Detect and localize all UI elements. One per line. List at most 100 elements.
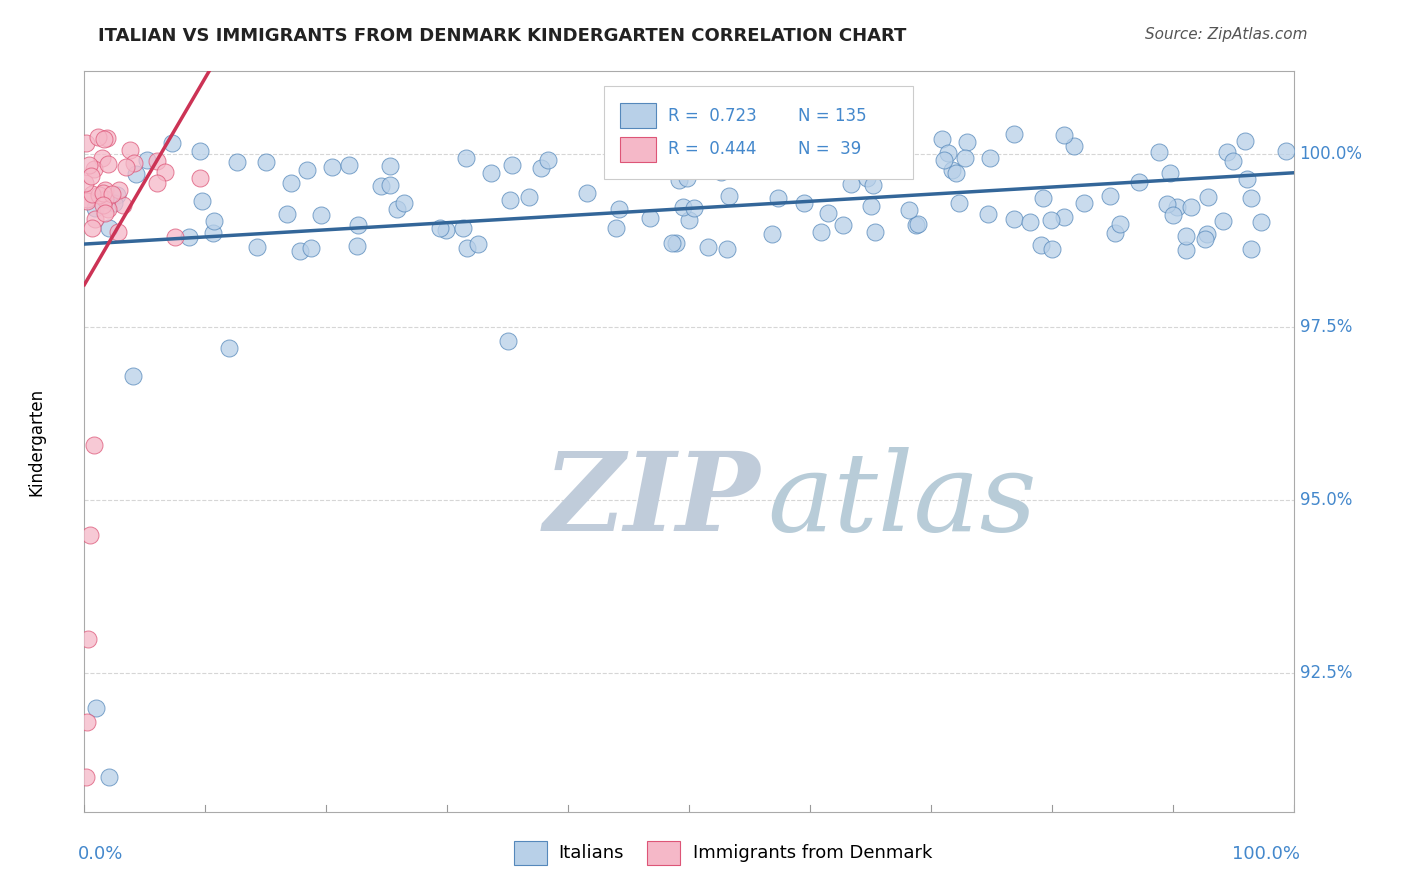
Point bbox=[246, 240, 269, 254]
Point bbox=[101, 187, 124, 202]
Point bbox=[1195, 227, 1218, 241]
Text: 0.0%: 0.0% bbox=[79, 845, 124, 863]
Point bbox=[668, 173, 690, 187]
Point bbox=[693, 148, 716, 162]
Point bbox=[76, 194, 98, 208]
Point bbox=[863, 225, 886, 239]
Point bbox=[1073, 195, 1095, 210]
Text: 100.0%: 100.0% bbox=[1232, 845, 1299, 863]
Point bbox=[1233, 134, 1256, 148]
Point bbox=[83, 438, 105, 452]
Point bbox=[810, 225, 832, 239]
Point bbox=[718, 189, 741, 203]
Point bbox=[146, 153, 169, 168]
Text: Kindergarten: Kindergarten bbox=[27, 387, 45, 496]
Point bbox=[1175, 243, 1198, 257]
Point bbox=[759, 150, 782, 164]
Point bbox=[977, 207, 1000, 221]
Point bbox=[451, 221, 474, 235]
Point bbox=[121, 368, 143, 383]
Point bbox=[94, 183, 117, 197]
Point bbox=[863, 137, 886, 152]
Point bbox=[716, 243, 738, 257]
Point bbox=[91, 186, 114, 201]
Point bbox=[605, 220, 627, 235]
Point bbox=[759, 158, 782, 172]
Point bbox=[839, 178, 862, 192]
Point bbox=[665, 236, 688, 251]
Point bbox=[160, 136, 183, 151]
Point bbox=[93, 198, 115, 212]
Point bbox=[96, 131, 118, 145]
Point bbox=[931, 132, 953, 146]
Point bbox=[378, 160, 401, 174]
Point bbox=[1194, 232, 1216, 246]
Point bbox=[501, 158, 523, 172]
Bar bbox=[513, 841, 547, 865]
Point bbox=[682, 201, 704, 215]
Point bbox=[697, 240, 720, 254]
Point bbox=[87, 130, 110, 145]
Point bbox=[868, 142, 890, 156]
Point bbox=[1099, 189, 1122, 203]
Point bbox=[309, 208, 332, 222]
Point bbox=[1128, 176, 1150, 190]
Point bbox=[434, 223, 457, 237]
Point bbox=[321, 160, 343, 174]
Point bbox=[280, 176, 302, 190]
Point bbox=[640, 140, 662, 154]
Point bbox=[794, 145, 817, 160]
Point bbox=[1018, 215, 1040, 229]
Point bbox=[498, 194, 520, 208]
Point bbox=[530, 161, 553, 176]
Point bbox=[254, 155, 277, 169]
Point bbox=[479, 166, 502, 180]
Point bbox=[163, 230, 186, 244]
Point bbox=[891, 132, 914, 146]
Point bbox=[710, 165, 733, 179]
Point bbox=[607, 202, 630, 216]
Point bbox=[898, 203, 921, 218]
Point bbox=[97, 157, 120, 171]
Point bbox=[1240, 191, 1263, 205]
Point bbox=[856, 170, 879, 185]
Point bbox=[392, 195, 415, 210]
Point bbox=[83, 211, 105, 226]
Point bbox=[75, 136, 97, 151]
Point bbox=[941, 162, 963, 177]
Point bbox=[1275, 144, 1298, 158]
Point bbox=[301, 242, 323, 256]
Point bbox=[1104, 227, 1126, 241]
Point bbox=[467, 236, 489, 251]
Point bbox=[628, 142, 651, 156]
Point bbox=[672, 159, 695, 173]
Point bbox=[1161, 208, 1184, 222]
Point bbox=[1002, 127, 1025, 141]
Point bbox=[94, 192, 117, 206]
Bar bbox=[647, 841, 681, 865]
Point bbox=[385, 202, 408, 217]
Point bbox=[1212, 214, 1234, 228]
Point bbox=[665, 150, 688, 164]
Point bbox=[517, 190, 540, 204]
Point bbox=[429, 220, 451, 235]
Point bbox=[676, 170, 699, 185]
Point bbox=[136, 153, 159, 167]
Point bbox=[945, 166, 967, 180]
Point bbox=[1222, 153, 1244, 168]
Bar bbox=[620, 136, 657, 161]
Point bbox=[107, 225, 129, 239]
Point bbox=[1250, 215, 1272, 229]
Point bbox=[90, 151, 112, 165]
Point bbox=[80, 186, 103, 201]
Point bbox=[94, 206, 117, 220]
Text: N = 135: N = 135 bbox=[797, 107, 866, 125]
Point bbox=[1216, 145, 1239, 160]
Point bbox=[155, 164, 177, 178]
Point bbox=[1174, 229, 1197, 244]
Text: ITALIAN VS IMMIGRANTS FROM DENMARK KINDERGARTEN CORRELATION CHART: ITALIAN VS IMMIGRANTS FROM DENMARK KINDE… bbox=[98, 27, 907, 45]
Point bbox=[202, 226, 225, 240]
Point bbox=[1032, 191, 1054, 205]
Point bbox=[953, 151, 976, 165]
Text: R =  0.723: R = 0.723 bbox=[668, 107, 758, 125]
